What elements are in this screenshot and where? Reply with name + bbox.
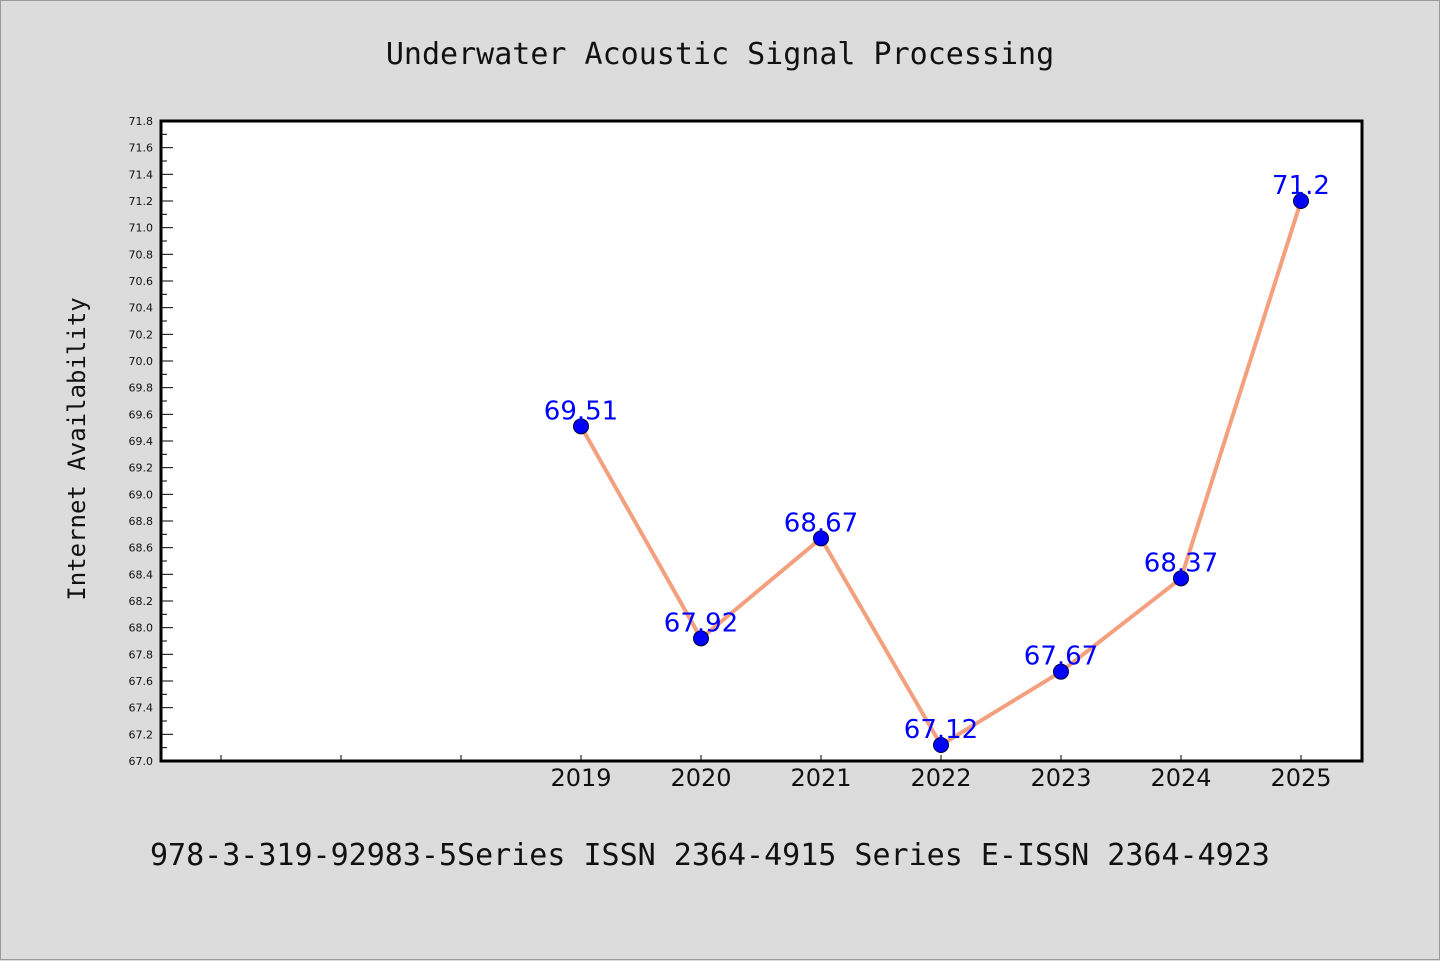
y-tick-label: 70.6 [129, 275, 154, 288]
data-point-marker [1293, 193, 1309, 209]
data-point-marker [813, 530, 829, 547]
footer-text: 978-3-319-92983-5Series ISSN 2364-4915 S… [150, 838, 1270, 873]
y-tick-label: 70.2 [129, 328, 154, 341]
y-tick-label: 68.8 [129, 515, 154, 528]
data-point-marker [1053, 663, 1069, 680]
data-label: 68.67 [784, 508, 858, 538]
y-tick-label: 71.6 [129, 142, 154, 155]
data-point-marker [1173, 570, 1189, 587]
data-point-marker [573, 418, 589, 435]
y-tick-label: 67.8 [129, 648, 154, 661]
y-tick-label: 67.4 [129, 702, 154, 715]
y-tick-label: 70.8 [129, 248, 154, 261]
y-axis: 67.0 67.2 67.4 67.6 67.8 68.0 68.2 68.4 68.6 68.8… [129, 115, 173, 768]
plot-area [161, 121, 1362, 761]
y-tick-label: 69.4 [129, 435, 154, 448]
y-tick-label: 70.0 [129, 355, 154, 368]
y-tick-label: 67.0 [129, 755, 154, 768]
data-point-marker [693, 630, 709, 647]
y-tick-label: 71.4 [129, 168, 154, 181]
data-point-marker [933, 737, 949, 753]
y-tick-label: 69.6 [129, 408, 154, 421]
chart-title: Underwater Acoustic Signal Processing [386, 37, 1054, 72]
y-tick-label: 70.4 [129, 302, 154, 315]
x-tick-label: 2021 [790, 764, 851, 792]
y-tick-label: 71.2 [129, 195, 154, 208]
data-label: 68.37 [1144, 548, 1218, 578]
y-axis-label: Internet Availability [63, 297, 91, 600]
y-tick-label: 68.4 [129, 568, 154, 581]
x-tick-label: 2023 [1030, 764, 1091, 792]
y-tick-label: 69.8 [129, 382, 154, 395]
y-tick-label: 69.2 [129, 462, 154, 475]
data-label: 67.12 [904, 715, 978, 745]
data-label: 69.51 [544, 396, 618, 426]
y-tick-label: 68.6 [129, 542, 154, 555]
y-tick-label: 68.0 [129, 622, 154, 635]
x-tick-label: 2024 [1150, 764, 1211, 792]
marker-group [573, 193, 1309, 753]
data-label: 71.2 [1272, 171, 1330, 201]
plot-border [159, 119, 1364, 763]
y-tick-label: 69.0 [129, 488, 154, 501]
y-tick-label: 68.2 [129, 595, 154, 608]
data-label: 67.67 [1024, 642, 1098, 672]
x-axis: 2019 2020 2021 2022 2023 2024 2025 [220, 755, 1332, 792]
data-label-group: 69.51 67.92 68.67 67.12 67.67 68.37 71.2 [544, 171, 1330, 745]
y-tick-label: 71.8 [129, 115, 154, 128]
x-tick-label: 2022 [910, 764, 971, 792]
y-tick-label: 71.0 [129, 222, 154, 235]
x-tick-label: 2020 [670, 764, 731, 792]
x-tick-label: 2019 [550, 764, 611, 792]
x-tick-label: 2025 [1270, 764, 1331, 792]
y-tick-label: 67.6 [129, 675, 154, 688]
y-tick-label: 67.2 [129, 728, 154, 741]
data-label: 67.92 [664, 608, 738, 638]
